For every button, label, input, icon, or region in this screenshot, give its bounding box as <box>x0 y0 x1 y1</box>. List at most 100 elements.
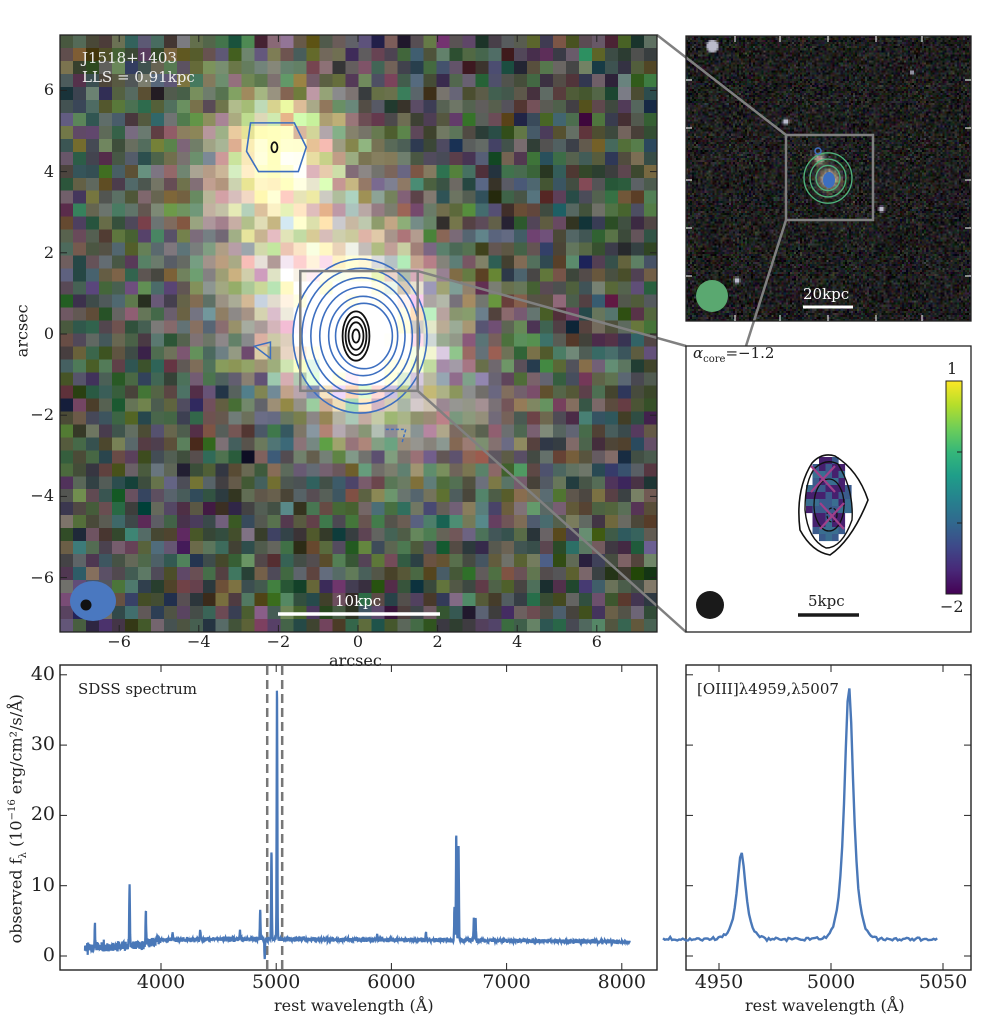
spectrum-y-tick-label: 20 <box>30 803 55 826</box>
spectral-index-pixel <box>838 520 846 528</box>
spectral-index-pixel <box>806 506 813 514</box>
spectral-index-pixel <box>825 506 833 514</box>
spectral-index-pixel <box>825 478 833 486</box>
spectral-index-pixel <box>819 513 826 521</box>
radio-contour-green <box>815 164 841 192</box>
alpha-core-label: αcore=−1.2 <box>693 345 774 365</box>
zoom-connector <box>656 34 787 136</box>
radio-contour-green <box>803 152 853 204</box>
ylabel-tail: erg/cm²/s/Å) <box>6 694 26 800</box>
main-y-tick-label: −4 <box>30 486 54 506</box>
component-cross-marker <box>819 502 845 530</box>
spectrum-y-tick-label: 40 <box>30 662 55 685</box>
spectral-index-pixel <box>838 513 846 521</box>
zoom-connector <box>417 269 687 348</box>
spectral-index-pixel <box>832 534 839 542</box>
spectral-index-pixel <box>845 492 852 500</box>
hires-beam-icon <box>80 599 92 611</box>
spectral-index-pixel <box>819 534 826 542</box>
spectral-index-pixel <box>819 492 826 500</box>
noise-contour <box>252 341 272 360</box>
radio-contour-black <box>341 310 371 362</box>
source-name-label: J1518+1403 <box>82 49 177 67</box>
top-inset-scale-bar-label: 20kpc <box>803 285 850 303</box>
spectrum-frame <box>59 664 658 971</box>
alpha-subscript: core <box>703 354 726 365</box>
spectral-index-pixel <box>825 520 833 528</box>
radio-contour-blue-core <box>823 172 835 188</box>
spectrum-x-tick-label: 6000 <box>367 971 416 993</box>
oiii-x-tick-label: 4950 <box>694 971 744 993</box>
spectral-index-pixel <box>812 520 820 528</box>
zoom-box <box>784 133 875 222</box>
spectral-index-pixel <box>832 513 839 521</box>
radio-contour-blue <box>301 267 421 405</box>
spectral-index-pixel <box>825 499 833 507</box>
contour-black <box>804 461 853 549</box>
spectral-index-pixel <box>838 485 846 493</box>
alpha-symbol: α <box>693 344 704 362</box>
spectral-index-pixel <box>825 457 833 465</box>
spectral-index-pixel <box>825 464 833 472</box>
oiii-x-tick-label: 5050 <box>918 971 968 993</box>
lls-label: LLS = 0.91kpc <box>82 68 195 86</box>
spectral-index-pixel <box>825 513 833 521</box>
spectral-index-pixel <box>806 485 813 493</box>
spectral-index-pixel <box>812 485 820 493</box>
component-cross-marker <box>810 465 836 493</box>
spectral-index-pixel <box>806 492 813 500</box>
spectrum-y-tick-label: 0 <box>42 944 55 967</box>
spectral-index-pixel <box>832 457 839 465</box>
spectrum-x-tick-label: 7000 <box>482 971 531 993</box>
main-x-tick-label: −4 <box>187 632 211 651</box>
radio-contour-blue <box>292 258 428 414</box>
spectral-index-pixel <box>812 506 820 514</box>
spectral-index-pixel <box>832 471 839 479</box>
radio-contour-black <box>351 328 361 344</box>
colorbar-min-label: −2 <box>940 597 964 616</box>
spectrum-x-tick-label: 4000 <box>136 971 186 993</box>
main-y-tick-label: 2 <box>43 242 54 262</box>
spectral-index-pixel <box>832 520 839 528</box>
radio-contour-black <box>347 321 365 351</box>
main-x-tick-label: −2 <box>266 632 291 651</box>
spectral-index-pixel <box>838 478 846 486</box>
ylabel-text: observed f <box>6 858 26 944</box>
oiii-frame <box>685 664 972 971</box>
lowres-beam-icon <box>696 280 728 312</box>
radio-contour-blue <box>327 295 399 377</box>
oiii-line <box>662 688 938 943</box>
spectrum-title: SDSS spectrum <box>78 680 198 698</box>
spectral-index-pixel <box>819 499 826 507</box>
spectral-index-pixel <box>838 492 846 500</box>
zoom-connector <box>744 219 788 347</box>
spectral-index-pixel <box>825 471 833 479</box>
negative-contour <box>385 428 407 444</box>
spectral-index-pixel <box>825 492 833 500</box>
main-x-tick-label: 2 <box>432 632 443 651</box>
colorbar-max-label: 1 <box>947 359 958 378</box>
spectral-index-pixel <box>812 492 820 500</box>
companion-core-contour <box>270 141 279 154</box>
spectral-index-pixel <box>812 527 820 535</box>
spectral-index-pixel <box>838 471 846 479</box>
spectral-index-pixel <box>838 506 846 514</box>
zoom-box <box>299 269 419 393</box>
companion-contour <box>245 122 308 173</box>
spectral-index-pixel <box>825 534 833 542</box>
main-x-tick-label: 0 <box>352 632 364 651</box>
main-x-tick-label: 6 <box>591 632 602 651</box>
spectrum-y-tick-label: 30 <box>30 733 55 756</box>
spectral-index-pixel <box>845 506 852 514</box>
main-y-tick-label: 4 <box>43 161 54 181</box>
radio-contour-blue <box>334 302 394 370</box>
spectral-index-pixel <box>812 499 820 507</box>
ylabel-exp: −16 <box>7 799 19 821</box>
spectral-index-pixel <box>838 464 846 472</box>
spectral-index-pixel <box>832 527 839 535</box>
spectral-index-pixel <box>819 464 826 472</box>
main-ylabel: arcsec <box>12 304 32 358</box>
ylabel-sub: λ <box>17 852 29 859</box>
main-y-tick-label: −6 <box>30 567 54 587</box>
